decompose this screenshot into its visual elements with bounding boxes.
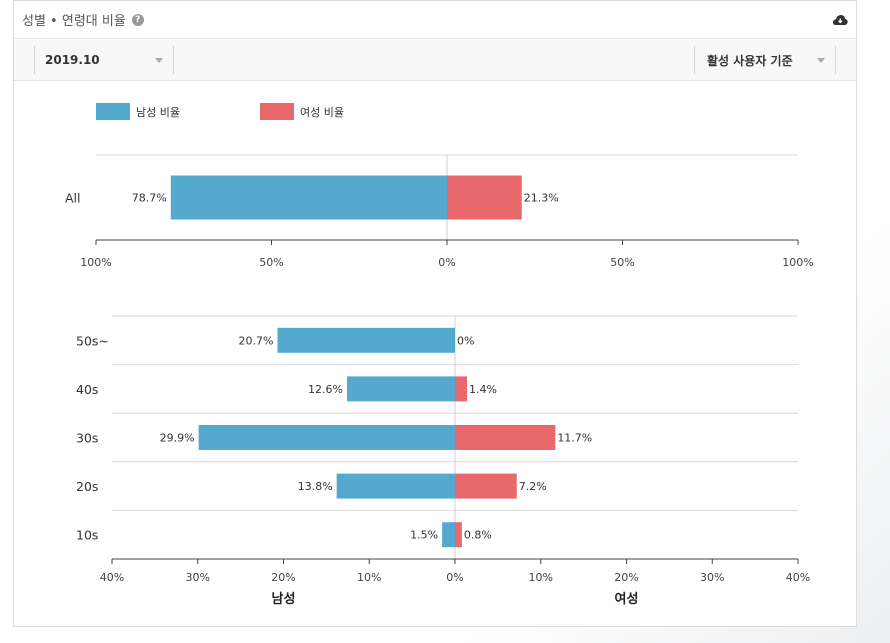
legend-label: 여성 비율 xyxy=(300,106,344,119)
legend-label: 남성 비율 xyxy=(136,106,180,119)
female-bar xyxy=(455,522,462,548)
user-basis-select[interactable]: 활성 사용자 기준 xyxy=(694,46,836,74)
category-label: 30s xyxy=(76,431,98,446)
chevron-down-icon xyxy=(817,58,825,63)
x-tick-label: 20% xyxy=(614,571,638,584)
male-data-label: 29.9% xyxy=(160,432,195,445)
x-tick-label: 50% xyxy=(259,256,283,269)
x-tick-label: 10% xyxy=(529,571,553,584)
panel-title-text: 성별 • 연령대 비율 xyxy=(22,14,126,29)
x-tick-label: 100% xyxy=(80,256,111,269)
x-tick-label: 10% xyxy=(357,571,381,584)
category-label: 10s xyxy=(76,528,98,543)
x-tick-label: 40% xyxy=(100,571,124,584)
panel-header: 성별 • 연령대 비율 ? xyxy=(14,1,856,39)
female-bar xyxy=(447,175,522,220)
male-bar xyxy=(170,175,447,220)
female-data-label: 21.3% xyxy=(524,192,559,205)
female-data-label: 1.4% xyxy=(469,383,497,396)
male-bar xyxy=(442,522,455,548)
x-tick-label: 30% xyxy=(700,571,724,584)
filter-toolbar: 2019.10 활성 사용자 기준 xyxy=(14,40,856,81)
female-data-label: 7.2% xyxy=(519,480,547,493)
male-data-label: 13.8% xyxy=(298,480,333,493)
question-circle-icon[interactable]: ? xyxy=(131,13,144,26)
category-label: All xyxy=(65,191,81,206)
x-tick-label: 0% xyxy=(446,571,463,584)
date-select-value: 2019.10 xyxy=(45,53,100,67)
male-data-label: 78.7% xyxy=(132,192,167,205)
male-bar xyxy=(277,327,455,353)
x-tick-label: 20% xyxy=(271,571,295,584)
female-bar xyxy=(455,473,517,499)
panel-title: 성별 • 연령대 비율 ? xyxy=(22,10,144,29)
male-data-label: 1.5% xyxy=(410,529,438,542)
chart-panel: 성별 • 연령대 비율 ? 2019.10 활성 사용자 기준 xyxy=(13,0,857,627)
x-tick-label: 30% xyxy=(186,571,210,584)
male-data-label: 20.7% xyxy=(239,334,274,347)
category-label: 50s~ xyxy=(76,333,109,348)
x-tick-label: 0% xyxy=(438,256,455,269)
female-bar xyxy=(455,376,468,402)
female-data-label: 11.7% xyxy=(557,432,592,445)
male-data-label: 12.6% xyxy=(308,383,343,396)
user-basis-value: 활성 사용자 기준 xyxy=(707,53,793,68)
cloud-download-icon[interactable] xyxy=(832,13,848,27)
x-tick-label: 100% xyxy=(782,256,813,269)
female-data-label: 0% xyxy=(457,334,474,347)
male-bar xyxy=(198,425,456,450)
male-bar xyxy=(336,473,455,499)
category-label: 40s xyxy=(76,382,98,397)
x-tick-label: 40% xyxy=(786,571,810,584)
female-bar xyxy=(455,425,556,450)
category-label: 20s xyxy=(76,479,98,494)
x-tick-label: 50% xyxy=(610,256,634,269)
chevron-down-icon xyxy=(155,58,163,63)
male-axis-title: 남성 xyxy=(272,591,296,607)
male-bar xyxy=(346,376,455,402)
female-data-label: 0.8% xyxy=(464,529,492,542)
date-select[interactable]: 2019.10 xyxy=(34,46,174,74)
female-axis-title: 여성 xyxy=(615,591,639,607)
legend-swatch xyxy=(260,103,294,120)
legend-swatch xyxy=(96,103,130,120)
